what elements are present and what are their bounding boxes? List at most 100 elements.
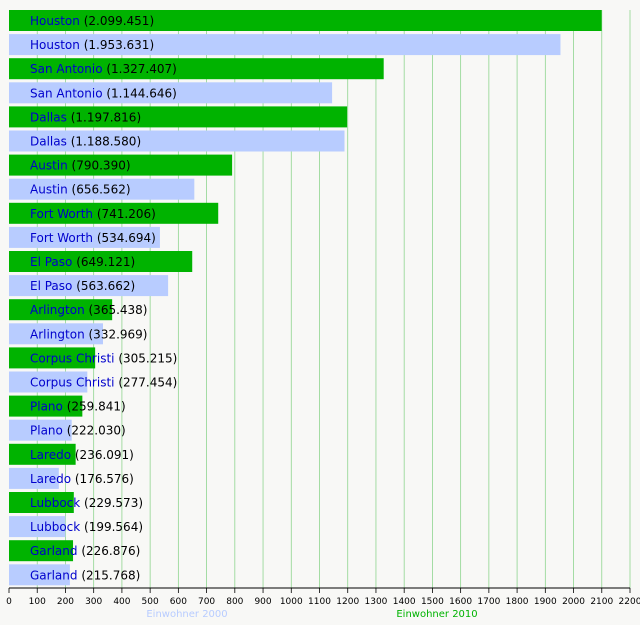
tick-label-500: 500 [142,597,159,607]
x-axis-ticks: 0 100 200 300 400 500 600 700 800 900 1000 1100 1200… [6,588,640,607]
city-name: San Antonio [30,86,103,100]
bar-garland-2010 [9,540,74,562]
bar-houston-2010 [9,10,602,31]
bar-label: Corpus Christi (277.454) [30,376,177,390]
tick-label-2000: 2000 [562,597,585,607]
legend-einwohner-2010: Einwohner 2010 [396,609,477,620]
bar-corpus-christi-2010 [9,347,96,369]
bar-label: Fort Worth (534.694) [30,231,156,245]
bar-label: Laredo (176.576) [30,472,134,486]
city-name: Lubbock [30,520,80,534]
city-name: Arlington [30,327,85,341]
bar-label: El Paso (563.662) [30,279,135,293]
tick-label-1100: 1100 [308,597,331,607]
bar-plano-2010 [9,395,83,417]
bar-lubbock-2010 [9,492,74,513]
bar-label: Lubbock (229.573) [30,496,143,510]
bar-fort-worth-2000 [9,226,160,248]
bar-label: Fort Worth (741.206) [30,207,156,221]
bar-dallas-2010 [9,106,348,128]
bar-el-paso-2010 [9,251,193,272]
tick-label-1500: 1500 [421,597,444,607]
city-name: Houston [30,14,80,28]
tick-label-1000: 1000 [280,597,303,607]
bar-plano-2000 [9,419,72,441]
tick-label-1600: 1600 [449,597,472,607]
bar-label: Dallas (1.188.580) [30,135,141,149]
bar-label: Arlington (365.438) [30,303,148,317]
population-value: (215.768) [78,568,141,582]
bar-laredo-2000 [9,467,59,489]
tick-label-400: 400 [113,597,130,607]
bar-dallas-2000 [9,130,345,152]
bars [9,10,602,586]
bar-label: San Antonio (1.144.646) [30,86,177,100]
population-value: (1.327.407) [103,62,177,76]
bar-label: El Paso (649.121) [30,255,135,269]
legend: Einwohner 2000 Einwohner 2010 [146,609,477,620]
population-value: (229.573) [80,496,143,510]
tick-label-200: 200 [57,597,74,607]
population-value: (790.390) [68,159,131,173]
bar-label: Houston (2.099.451) [30,14,154,28]
city-name: Garland [30,568,78,582]
tick-label-1400: 1400 [393,597,416,607]
population-value: (2.099.451) [80,14,154,28]
population-value: (534.694) [93,231,156,245]
bar-austin-2000 [9,178,195,200]
bar-label: Arlington (332.969) [30,327,148,341]
city-name: Corpus Christi [30,351,115,365]
population-value: (259.841) [63,400,126,414]
city-name: Laredo [30,472,71,486]
bar-garland-2000 [9,564,70,586]
bar-san-antonio-2010 [9,58,384,80]
city-name: El Paso [30,279,72,293]
city-name: Laredo [30,448,71,462]
bar-laredo-2010 [9,443,76,465]
population-value: (1.953.631) [80,38,154,52]
tick-label-1900: 1900 [534,597,557,607]
bar-label: Garland (215.768) [30,568,140,582]
city-name: Austin [30,159,68,173]
bar-label: Lubbock (199.564) [30,520,143,534]
city-name: Dallas [30,135,67,149]
city-name: Plano [30,400,63,414]
bar-labels: Houston (2.099.451)Houston (1.953.631)Sa… [30,14,177,582]
bar-label: Plano (222.030) [30,424,126,438]
bar-houston-2000 [9,34,561,56]
city-name: Austin [30,183,68,197]
tick-label-0: 0 [6,597,12,607]
population-value: (1.144.646) [103,86,177,100]
legend-einwohner-2000: Einwohner 2000 [146,609,227,620]
city-name: Arlington [30,303,85,317]
tick-label-2200: 2200 [619,597,640,607]
bar-san-antonio-2000 [9,82,333,104]
bar-lubbock-2000 [9,516,66,538]
bar-fort-worth-2010 [9,202,219,224]
city-name: Garland [30,544,78,558]
population-value: (176.576) [71,472,134,486]
population-value: (332.969) [85,327,148,341]
population-value: (226.876) [78,544,141,558]
city-name: San Antonio [30,62,103,76]
population-value: (236.091) [71,448,134,462]
city-name: Lubbock [30,496,80,510]
tick-label-900: 900 [254,597,271,607]
tick-label-1700: 1700 [477,597,500,607]
population-value: (649.121) [72,255,135,269]
bar-arlington-2000 [9,323,103,345]
tick-label-300: 300 [85,597,102,607]
city-name: Houston [30,38,80,52]
bar-label: Plano (259.841) [30,400,126,414]
bar-austin-2010 [9,154,233,176]
population-value: (199.564) [80,520,143,534]
population-value: (1.197.816) [67,110,141,124]
population-value: (365.438) [85,303,148,317]
population-value: (656.562) [68,183,131,197]
tick-label-2100: 2100 [590,597,613,607]
bar-label: Dallas (1.197.816) [30,110,141,124]
city-name: Fort Worth [30,207,93,221]
population-value: (222.030) [63,424,126,438]
bar-label: San Antonio (1.327.407) [30,62,177,76]
